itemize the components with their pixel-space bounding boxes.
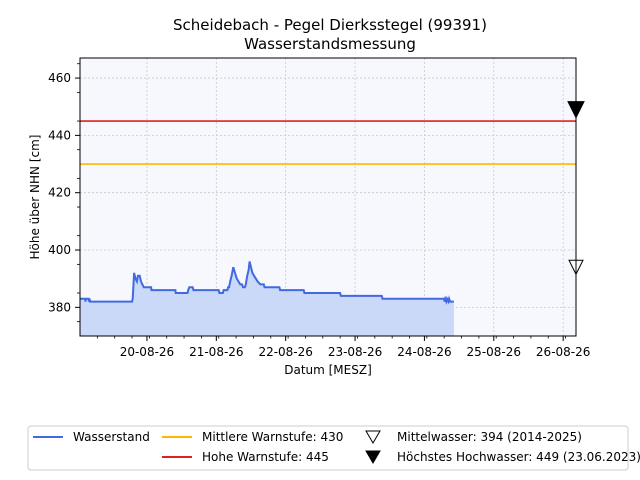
legend-marker-hochwasser-icon <box>365 450 381 464</box>
threshold-lines <box>80 120 576 165</box>
x-tick-label: 20-08-26 <box>120 345 174 359</box>
x-tick-label: 26-08-26 <box>536 345 590 359</box>
y-tick-label: 420 <box>48 186 71 200</box>
legend-label-mittlere-warnstufe: Mittlere Warnstufe: 430 <box>202 430 343 444</box>
y-tick-label: 440 <box>48 128 71 142</box>
x-tick-label: 25-08-26 <box>467 345 521 359</box>
y-axis: 380 400 420 440 460 <box>48 63 80 323</box>
y-axis-label: Höhe über NHN [cm] <box>28 135 42 260</box>
area-fill <box>80 261 454 336</box>
x-axis-label: Datum [MESZ] <box>284 363 372 377</box>
x-tick-label: 22-08-26 <box>258 345 312 359</box>
chart-title: Scheidebach - Pegel Dierkssteg​el (99391… <box>173 16 487 34</box>
y-tick-label: 400 <box>48 243 71 257</box>
legend-label-mittelwasser: Mittelwasser: 394 (2014-2025) <box>397 430 582 444</box>
plot-frame <box>79 57 577 337</box>
y-tick-label: 380 <box>48 300 71 314</box>
series-line-wasserstand <box>80 261 454 305</box>
x-axis: 20-08-26 21-08-26 22-08-26 23-08-26 24-08-26… <box>96 336 590 359</box>
chart-subtitle: Wasserstandsmessung <box>244 35 416 53</box>
legend: Wasserstand Mittlere Warnstufe: 430 Hohe… <box>27 425 640 471</box>
legend-label-hochwasser: Höchstes Hochwasser: 449 (23.06.2023) <box>397 450 640 464</box>
legend-marker-mittelwasser-icon <box>365 430 381 444</box>
legend-label-hohe-warnstufe: Hohe Warnstufe: 445 <box>202 450 329 464</box>
y-tick-label: 460 <box>48 71 71 85</box>
x-tick-label: 23-08-26 <box>328 345 382 359</box>
x-tick-label: 24-08-26 <box>397 345 451 359</box>
x-tick-label: 21-08-26 <box>189 345 243 359</box>
legend-label-wasserstand: Wasserstand <box>73 430 150 444</box>
